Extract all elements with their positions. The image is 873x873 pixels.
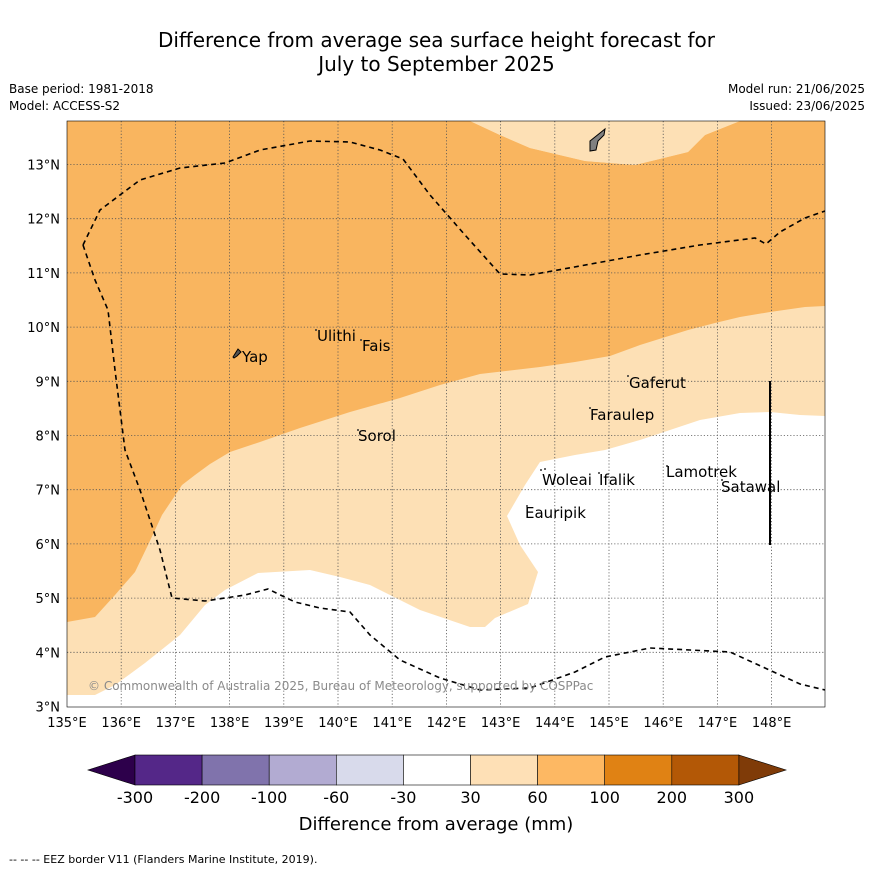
place-eauripik: Eauripik [525, 504, 586, 522]
lon-label: 136°E [101, 716, 141, 731]
lat-label: 9°N [36, 375, 61, 390]
title-line-1: Difference from average sea surface heig… [157, 28, 716, 52]
model-run-text: Model run: 21/06/2025 [727, 82, 865, 96]
colorbar-segment [537, 754, 605, 786]
lat-label: 5°N [36, 592, 61, 607]
copyright-text: © Commonwealth of Australia 2025, Bureau… [88, 679, 593, 693]
colorbar-segment [335, 754, 404, 786]
lat-label: 3°N [36, 701, 61, 716]
issued-text: Issued: 23/06/2025 [749, 99, 865, 113]
longitude-labels: 135°E 136°E 137°E 138°E 139°E 140°E 141°E 142°E… [47, 716, 791, 731]
meta-right: Model run: 21/06/2025 Issued: 23/06/2025 [728, 81, 865, 115]
colorbar-tick-label: -300 [117, 788, 153, 807]
lat-label: 6°N [36, 538, 61, 553]
lat-label: 12°N [27, 213, 60, 228]
colorbar-tick-label: 200 [657, 788, 688, 807]
place-ifalik: Ifalik [599, 471, 635, 489]
place-faraulep: Faraulep [590, 406, 654, 424]
place-lamotrek: Lamotrek [666, 463, 737, 481]
colorbar-tick-label: -100 [251, 788, 287, 807]
lon-label: 141°E [372, 716, 412, 731]
colorbar-tick-label: -30 [390, 788, 416, 807]
lat-label: 13°N [27, 159, 60, 174]
lon-label: 135°E [47, 716, 87, 731]
eez-footnote: -- -- -- EEZ border V11 (Flanders Marine… [9, 853, 318, 866]
chart-title: Difference from average sea surface heig… [0, 28, 873, 76]
colorbar-tick-label: 30 [460, 788, 480, 807]
colorbar-segment [604, 754, 673, 786]
place-woleai: Woleai [542, 471, 592, 489]
lon-label: 139°E [264, 716, 304, 731]
place-fais: Fais [362, 337, 391, 355]
islet-markers [315, 329, 723, 507]
colorbar-extend-high [738, 754, 787, 786]
lon-label: 145°E [589, 716, 629, 731]
colorbar-segment [403, 754, 471, 786]
colorbar: -300 -200 -100 -60 -30 30 60 100 200 300 [87, 754, 787, 807]
lon-label: 147°E [698, 716, 738, 731]
map-frame [66, 120, 826, 708]
map-plot [67, 121, 825, 707]
colorbar-tick-label: -60 [323, 788, 349, 807]
place-sorol: Sorol [358, 427, 396, 445]
place-ulithi: Ulithi [317, 327, 356, 345]
meta-left: Base period: 1981-2018 Model: ACCESS-S2 [9, 81, 154, 115]
yap-island [232, 348, 242, 359]
lat-label: 7°N [36, 484, 61, 499]
eez-border-line-west [82, 244, 825, 691]
lat-label: 11°N [27, 267, 60, 282]
colorbar-tick-label: 100 [589, 788, 620, 807]
lon-label: 142°E [427, 716, 467, 731]
colorbar-extend-low [87, 754, 136, 786]
colorbar-tick-label: -200 [184, 788, 220, 807]
place-gaferut: Gaferut [629, 374, 686, 392]
lon-label: 146°E [643, 716, 683, 731]
lat-label: 10°N [27, 321, 60, 336]
lon-label: 143°E [481, 716, 521, 731]
title-line-2: July to September 2025 [318, 52, 555, 76]
place-satawal: Satawal [721, 478, 780, 496]
colorbar-segment [201, 754, 270, 786]
lon-label: 140°E [318, 716, 358, 731]
lon-label: 148°E [752, 716, 792, 731]
base-period-text: Base period: 1981-2018 [9, 82, 154, 96]
lat-label: 4°N [36, 646, 61, 661]
lat-label: 8°N [36, 430, 61, 445]
band-30-60-north-area [470, 121, 740, 165]
latitude-labels: 13°N 12°N 11°N 10°N 9°N 8°N 7°N 6°N 5°N 4°N 3°N [27, 159, 60, 716]
eez-border-line [82, 140, 825, 276]
colorbar-tick-label: 300 [724, 788, 755, 807]
lon-label: 138°E [210, 716, 250, 731]
model-text: Model: ACCESS-S2 [9, 99, 121, 113]
colorbar-title: Difference from average (mm) [299, 814, 574, 835]
colorbar-segment [671, 754, 740, 786]
lon-label: 144°E [535, 716, 575, 731]
colorbar-segment [470, 754, 538, 786]
colorbar-segment [134, 754, 203, 786]
lon-label: 137°E [156, 716, 196, 731]
place-yap: Yap [241, 348, 268, 366]
colorbar-segment [268, 754, 337, 786]
guam-island [589, 127, 606, 152]
colorbar-tick-label: 60 [527, 788, 547, 807]
